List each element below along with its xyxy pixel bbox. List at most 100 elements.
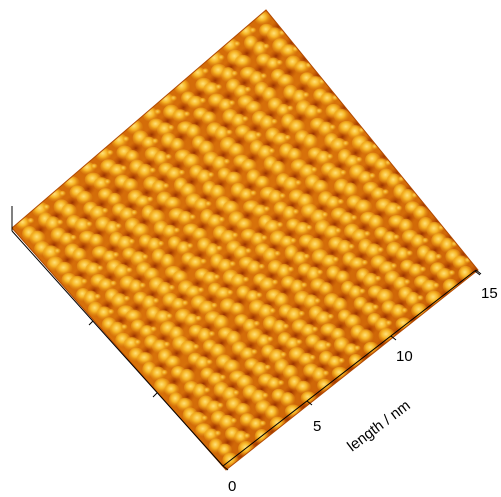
surface-nodule [110, 280, 118, 287]
surface-bump [348, 353, 363, 369]
surface-nodule [183, 111, 191, 118]
surface-nodule [123, 295, 131, 302]
surface-nodule [205, 359, 213, 366]
surface-nodule [261, 392, 269, 399]
surface-nodule [85, 221, 93, 228]
surface-bump [267, 377, 282, 391]
surface-bump [210, 184, 226, 201]
surface-nodule [167, 124, 175, 131]
surface-nodule [435, 253, 443, 260]
surface-bump [197, 327, 213, 344]
surface-bump [233, 430, 249, 445]
surface-nodule [279, 351, 287, 358]
surface-nodule [125, 267, 133, 274]
surface-bump [69, 275, 86, 291]
surface-bump [271, 160, 286, 177]
tick-label-10: 10 [396, 348, 413, 365]
surface-nodule [253, 320, 261, 327]
surface-nodule [231, 70, 239, 77]
surface-nodule [419, 266, 427, 273]
surface-nodule [27, 217, 35, 224]
surface-bump [287, 148, 302, 162]
surface-nodule [107, 309, 115, 316]
surface-bump [355, 199, 373, 215]
surface-bump [186, 124, 201, 140]
surface-nodule [269, 308, 277, 315]
surface-nodule [90, 163, 98, 170]
surface-bump [277, 263, 292, 280]
surface-nodule [302, 92, 310, 99]
surface-bump [266, 57, 281, 71]
surface-nodule [146, 196, 154, 203]
surface-nodule [150, 326, 158, 333]
surface-nodule [207, 172, 215, 179]
surface-nodule [390, 263, 398, 270]
surface-bump [327, 167, 345, 182]
surface-bump [179, 368, 195, 385]
surface-nodule [223, 158, 231, 165]
surface-bump [150, 366, 166, 382]
surface-bump [282, 205, 297, 222]
surface-nodule [260, 73, 268, 80]
surface-bump [277, 74, 295, 88]
surface-bump [89, 233, 104, 248]
surface-bump [335, 270, 350, 285]
surface-nodule [243, 433, 251, 440]
surface-nodule [225, 129, 233, 136]
surface-nodule [192, 343, 200, 350]
surface-nodule [315, 108, 323, 115]
surface-nodule [372, 304, 380, 311]
surface-nodule [401, 307, 409, 314]
surface-bump [55, 261, 73, 277]
surface-bump [180, 340, 198, 357]
surface-bump [228, 143, 245, 159]
surface-bump [219, 414, 236, 431]
surface-nodule [322, 370, 330, 377]
surface-nodule [406, 250, 414, 257]
surface-bump [436, 268, 453, 282]
surface-nodule [173, 227, 181, 234]
surface-bump [235, 403, 251, 417]
surface-nodule [305, 224, 313, 231]
surface-nodule [217, 54, 225, 61]
surface-nodule [163, 341, 171, 348]
left-axis-tick [152, 392, 158, 398]
surface-nodule [181, 300, 189, 307]
surface-bump [349, 257, 366, 271]
surface-nodule [244, 86, 252, 93]
surface-bump [172, 109, 188, 123]
surface-nodule [316, 269, 324, 276]
surface-bump [262, 247, 279, 264]
surface-bump [234, 54, 252, 69]
surface-bump [408, 263, 424, 278]
surface-bump [280, 392, 296, 408]
surface-bump [202, 271, 219, 286]
surface-bump [187, 95, 204, 110]
surface-nodule [154, 109, 162, 116]
surface-nodule [348, 243, 356, 250]
surface-nodule [350, 215, 358, 222]
surface-bump [249, 418, 264, 432]
surface-nodule [186, 243, 194, 250]
surface-bump [320, 92, 336, 106]
surface-bump [365, 243, 383, 260]
surface-nodule [114, 223, 122, 230]
surface-nodule [271, 279, 279, 286]
surface-bump [221, 67, 236, 83]
surface-bump [333, 108, 350, 123]
surface-nodule [377, 247, 385, 254]
surface-bump [160, 253, 175, 270]
surface-bump [151, 180, 167, 195]
surface-nodule [274, 250, 282, 257]
surface-nodule [80, 278, 88, 285]
surface-nodule [112, 252, 120, 259]
surface-nodule [358, 288, 366, 295]
surface-bump [177, 210, 194, 226]
surface-bump [154, 310, 172, 325]
surface-nodule [392, 234, 400, 241]
axis-end-cap [475, 269, 482, 275]
surface-bump [217, 258, 234, 274]
right-axis-tick [306, 400, 313, 406]
surface-nodule [300, 282, 308, 289]
surface-bump [188, 256, 205, 270]
